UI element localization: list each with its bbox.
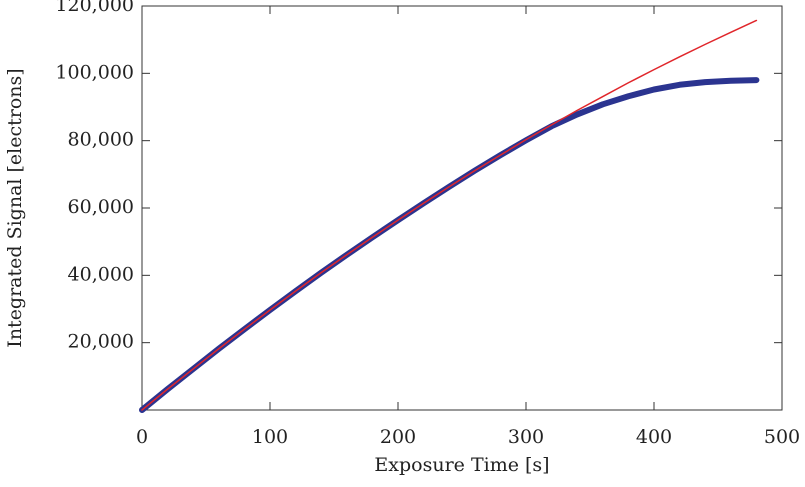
x-tick-label: 300	[508, 426, 544, 448]
y-tick-label: 100,000	[55, 61, 134, 83]
series-line	[141, 19, 758, 411]
y-tick-label: 60,000	[68, 196, 134, 218]
y-axis-title: Integrated Signal [electrons]	[4, 68, 26, 347]
plot-frame	[141, 5, 783, 411]
y-tick-label: 20,000	[68, 331, 134, 353]
series-line	[139, 77, 760, 413]
x-axis-title: Exposure Time [s]	[374, 454, 549, 476]
x-tick-label: 200	[380, 426, 416, 448]
x-tick-label: 100	[252, 426, 288, 448]
x-tick-label: 500	[764, 426, 800, 448]
x-tick-label: 400	[636, 426, 672, 448]
y-tick-label: 80,000	[68, 129, 134, 151]
y-tick-label: 40,000	[68, 263, 134, 285]
y-tick-label: 120,000	[55, 0, 134, 16]
x-tick-label: 0	[136, 426, 148, 448]
